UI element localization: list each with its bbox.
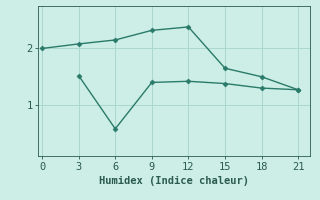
X-axis label: Humidex (Indice chaleur): Humidex (Indice chaleur) — [100, 176, 249, 186]
